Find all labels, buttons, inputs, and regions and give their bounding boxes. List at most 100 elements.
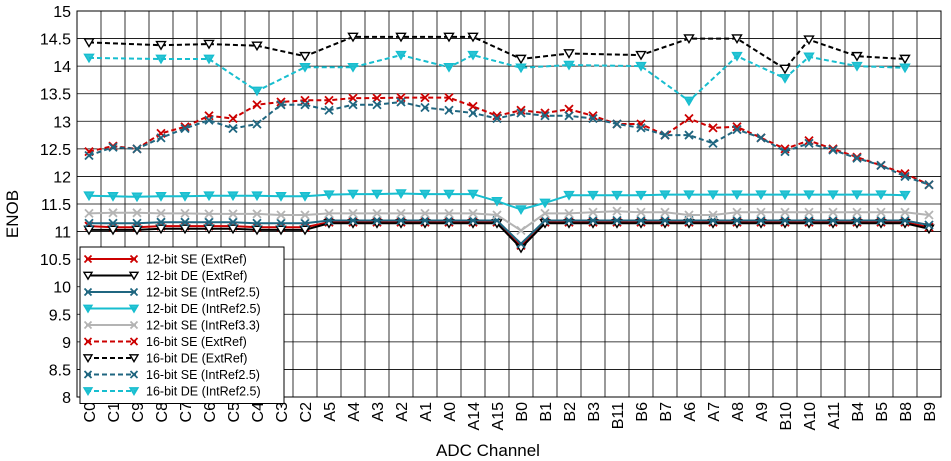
data-point [852, 153, 862, 163]
legend-marker [128, 354, 140, 363]
data-point [636, 123, 646, 133]
x-tick-label: B6 [634, 402, 651, 422]
data-point [468, 208, 478, 219]
data-point [516, 239, 526, 249]
data-point [155, 224, 167, 235]
data-point [756, 207, 766, 217]
data-point [395, 32, 407, 43]
data-point [395, 189, 407, 199]
data-point [756, 215, 766, 226]
y-tick-label: 14.5 [40, 32, 71, 49]
data-point [252, 119, 262, 129]
data-point [683, 190, 695, 201]
data-point [540, 111, 550, 121]
x-tick-label: A14 [466, 402, 483, 431]
series-16-bit-se-intref2-5- [84, 97, 934, 190]
data-point [516, 108, 526, 118]
data-point [828, 145, 838, 155]
x-tick-label: B10 [778, 402, 795, 431]
data-point [564, 104, 574, 114]
data-point [612, 215, 622, 226]
legend-marker [128, 304, 140, 314]
legend-marker [83, 254, 93, 264]
data-point [372, 215, 382, 226]
data-point [180, 217, 190, 227]
series-line [88, 54, 906, 103]
data-point [467, 50, 479, 61]
data-point [324, 208, 334, 219]
data-point [204, 209, 214, 219]
legend-item: 16-bit DE (IntRef2.5) [82, 385, 261, 399]
data-point [84, 208, 94, 219]
data-point [156, 133, 166, 143]
y-tick-label: 8 [62, 390, 71, 407]
data-point [540, 208, 550, 219]
data-point [155, 54, 167, 65]
data-point [636, 215, 646, 226]
data-point [899, 63, 911, 74]
legend-marker [82, 354, 94, 363]
data-point [252, 209, 262, 219]
data-point [396, 215, 406, 226]
data-point [491, 196, 503, 207]
legend-marker [129, 254, 139, 264]
data-point [468, 101, 478, 112]
data-point [443, 189, 455, 200]
data-point [804, 215, 814, 226]
data-point [131, 225, 143, 236]
x-tick-label: C2 [298, 402, 315, 423]
data-point [420, 208, 430, 219]
series-layer [83, 32, 935, 254]
data-point [828, 215, 838, 226]
data-point [564, 215, 574, 226]
data-point [803, 52, 815, 63]
y-tick-label: 12.5 [40, 142, 71, 159]
data-point [516, 225, 526, 236]
data-point [443, 32, 455, 43]
y-tick-label: 13 [53, 114, 71, 131]
x-tick-label: C6 [202, 402, 219, 423]
y-tick-label: 9.5 [49, 307, 71, 324]
x-tick-label: A1 [418, 402, 435, 422]
x-tick-label: C9 [130, 402, 147, 423]
x-tick-label: B9 [922, 402, 939, 422]
data-point [876, 215, 886, 226]
data-point [179, 191, 191, 202]
data-point [635, 61, 647, 72]
data-point [228, 113, 238, 124]
x-tick-label: C1 [106, 402, 123, 423]
data-point [515, 54, 527, 65]
legend-marker [128, 271, 140, 281]
y-axis-label: ENOB [3, 190, 22, 238]
data-point [251, 86, 263, 97]
data-point [876, 160, 886, 171]
data-point [563, 60, 575, 71]
data-point [155, 191, 167, 202]
data-point [347, 62, 359, 73]
legend-item: 12-bit DE (IntRef2.5) [82, 302, 261, 316]
y-tick-label: 13.5 [40, 87, 71, 104]
x-tick-label: A0 [442, 402, 459, 422]
data-point [396, 97, 406, 107]
data-point [924, 210, 934, 220]
x-tick-label: C8 [154, 402, 171, 423]
x-tick-label: A7 [706, 402, 723, 422]
data-point [899, 54, 911, 65]
y-tick-label: 10 [53, 280, 71, 297]
data-point [468, 215, 478, 226]
y-tick-label: 12 [53, 169, 71, 186]
data-point [419, 189, 431, 200]
y-tick-label: 11.5 [41, 197, 71, 214]
data-point [683, 34, 695, 45]
series-line [89, 219, 930, 246]
y-tick-label: 11 [54, 225, 71, 242]
data-point [324, 105, 334, 115]
data-point [132, 208, 142, 218]
data-point [660, 215, 670, 226]
data-point [299, 191, 311, 202]
legend-marker [82, 304, 94, 314]
legend-marker [129, 337, 139, 346]
data-point [708, 123, 718, 133]
legend-marker [129, 370, 139, 379]
